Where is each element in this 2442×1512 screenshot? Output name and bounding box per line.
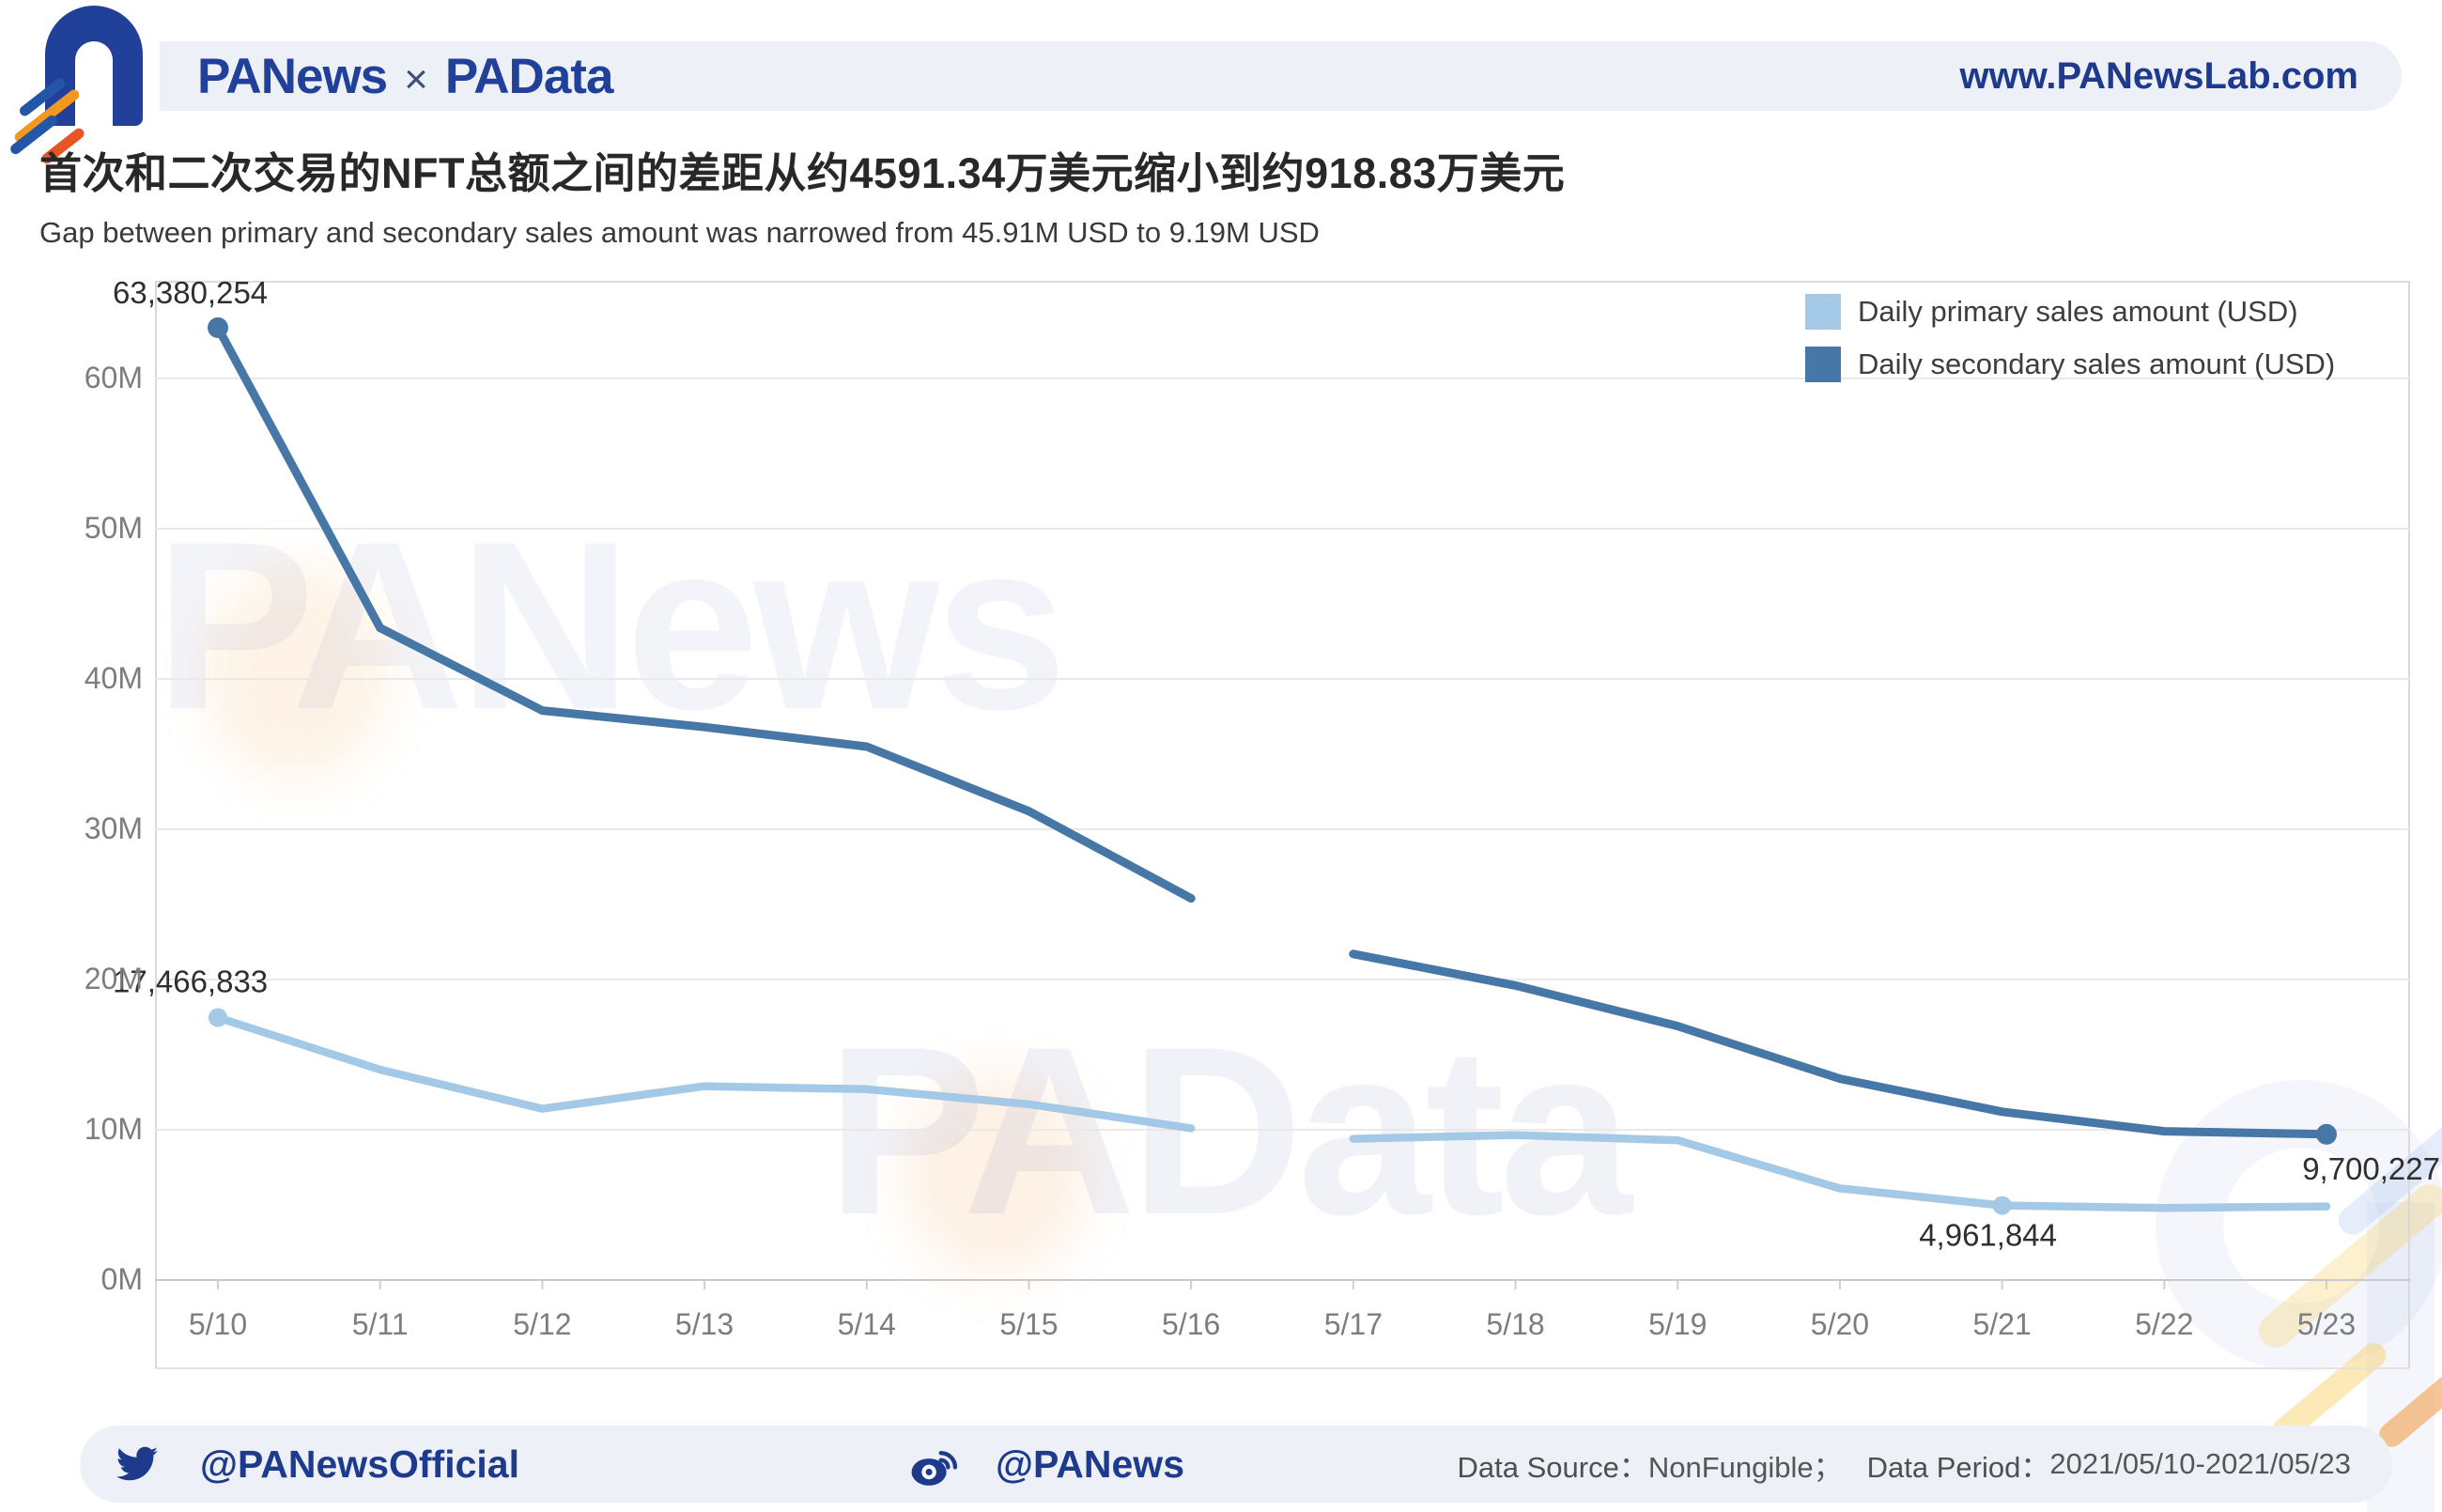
y-axis-label-40M: 40M <box>84 661 143 695</box>
y-axis-label-20M: 20M <box>84 962 143 995</box>
header-bar: PANews × PAData www.PANewsLab.com <box>160 41 2402 111</box>
data-label-17,466,833: 17,466,833 <box>113 964 268 999</box>
data-label-63,380,254: 63,380,254 <box>113 275 268 310</box>
x-label-5/10: 5/10 <box>189 1307 247 1341</box>
y-axis-label-30M: 30M <box>84 811 143 845</box>
x-label-5/17: 5/17 <box>1324 1307 1383 1341</box>
data-source-value: NonFungible； <box>1647 1450 1843 1484</box>
x-label-5/20: 5/20 <box>1811 1307 1869 1341</box>
data-label-4,961,844: 4,961,844 <box>1919 1218 2057 1253</box>
twitter-handle[interactable]: @PANewsOfficial <box>200 1442 519 1486</box>
x-label-5/15: 5/15 <box>999 1307 1058 1341</box>
marker-17,466,833 <box>209 1008 227 1027</box>
y-axis-label-10M: 10M <box>84 1112 143 1146</box>
x-label-5/14: 5/14 <box>838 1307 896 1341</box>
x-label-5/11: 5/11 <box>352 1307 409 1341</box>
x-label-5/18: 5/18 <box>1486 1307 1544 1341</box>
footer-bar: @PANewsOfficial @PANews Data Source： Non… <box>80 1426 2392 1503</box>
panews-logo-icon <box>6 2 160 166</box>
y-axis-label-50M: 50M <box>84 511 143 545</box>
legend-swatch-secondary <box>1805 347 1841 382</box>
chart-legend: Daily primary sales amount (USD) Daily s… <box>1805 291 2335 385</box>
legend-label-primary: Daily primary sales amount (USD) <box>1858 295 2298 328</box>
website-link[interactable]: www.PANewsLab.com <box>1959 54 2358 97</box>
logo-text-padata: PAData <box>444 48 614 104</box>
page-subtitle: Gap between primary and secondary sales … <box>39 216 1320 249</box>
marker-9,700,227 <box>2316 1123 2337 1145</box>
twitter-icon[interactable] <box>110 1426 164 1503</box>
legend-label-secondary: Daily secondary sales amount (USD) <box>1858 347 2336 380</box>
legend-item-primary: Daily primary sales amount (USD) <box>1805 291 2335 332</box>
weibo-icon[interactable] <box>906 1426 963 1503</box>
data-label-9,700,227: 9,700,227 <box>2302 1151 2440 1186</box>
data-period-label: Data Period： <box>1866 1450 2050 1484</box>
data-period-value: 2021/05/10-2021/05/23 <box>2049 1447 2351 1480</box>
legend-swatch-primary <box>1805 294 1841 330</box>
weibo-handle[interactable]: @PANews <box>996 1442 1184 1486</box>
logo-text-panews: PANews <box>197 48 388 104</box>
sales-line-chart: 5/10 5/11 5/12 5/13 5/14 5/15 5/16 5/17 5/18 5/19… <box>113 275 2440 1369</box>
x-label-5/12: 5/12 <box>513 1307 571 1341</box>
line-series-1 <box>213 323 1196 903</box>
x-label-5/21: 5/21 <box>1972 1307 2031 1341</box>
logo-lockup: PANews × PAData <box>197 48 614 105</box>
line-series-0 <box>1349 1131 2331 1212</box>
line-series-0 <box>213 1013 1196 1133</box>
x-label-5/22: 5/22 <box>2135 1307 2193 1341</box>
x-label-5/13: 5/13 <box>675 1307 734 1341</box>
data-source-line: Data Source： NonFungible； Data Period： 2… <box>1458 1426 2351 1503</box>
y-axis-label-0M: 0M <box>100 1262 143 1296</box>
data-source-label: Data Source： <box>1457 1450 1648 1484</box>
legend-item-secondary: Daily secondary sales amount (USD) <box>1805 344 2335 385</box>
line-series-1 <box>1349 949 2331 1139</box>
x-label-5/19: 5/19 <box>1648 1307 1707 1341</box>
marker-63,380,254 <box>208 316 228 338</box>
marker-4,961,844 <box>1992 1196 2012 1215</box>
x-label-5/23: 5/23 <box>2297 1307 2356 1341</box>
page-title: 首次和二次交易的NFT总额之间的差距从约4591.34万美元缩小到约918.83… <box>39 149 1566 197</box>
logo-separator: × <box>404 55 428 102</box>
x-label-5/16: 5/16 <box>1162 1307 1220 1341</box>
y-axis-label-60M: 60M <box>84 361 143 394</box>
